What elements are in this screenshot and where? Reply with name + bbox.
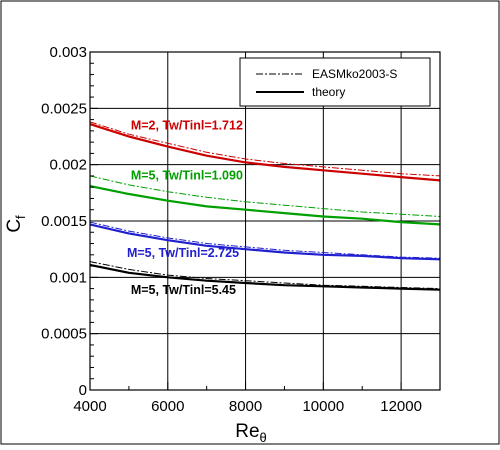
x-tick-label: 12000 [380, 398, 422, 415]
y-tick-label: 0.003 [49, 44, 87, 61]
y-tick-label: 0.0025 [41, 100, 87, 117]
curve-annotation: M=5, Tw/Tinl=1.090 [131, 168, 243, 182]
series-line-theory [89, 123, 441, 182]
y-tick-label: 0.0005 [41, 326, 87, 343]
curve-annotation: M=5, Tw/Tinl=2.725 [127, 246, 239, 260]
legend-label: theory [312, 85, 345, 99]
x-tick-label: 8000 [229, 398, 262, 415]
x-tick-label: 10000 [302, 398, 344, 415]
x-tick-label: 6000 [151, 398, 184, 415]
legend-layer: EASMko2003-S theory [239, 57, 431, 107]
y-axis-title-subscript: f [13, 215, 28, 219]
y-tick-label: 0 [79, 382, 87, 399]
legend-box [239, 57, 431, 107]
y-tick-label: 0.001 [49, 269, 87, 286]
series-line-theory [89, 223, 441, 261]
curve-annotation: M=5, Tw/Tinl=5.45 [131, 283, 236, 297]
series-line-easm [89, 121, 441, 177]
x-tick-label: 4000 [73, 398, 106, 415]
labels-layer: 4000 6000 8000 10000 12000 0 0.0005 0.001 0.0015… [4, 44, 422, 445]
legend-label: EASMko2003-S [312, 67, 397, 81]
x-axis-title-subscript: θ [260, 430, 267, 445]
series-line-theory [89, 263, 441, 291]
y-tick-label: 0.0015 [41, 213, 87, 230]
series-layer [89, 121, 441, 291]
y-axis-title: Cf [4, 215, 28, 233]
axes-layer [89, 51, 441, 391]
series-line-theory [89, 185, 441, 226]
curve-annotation: M=2, Tw/Tinl=1.712 [131, 119, 243, 133]
y-tick-label: 0.002 [49, 157, 87, 174]
